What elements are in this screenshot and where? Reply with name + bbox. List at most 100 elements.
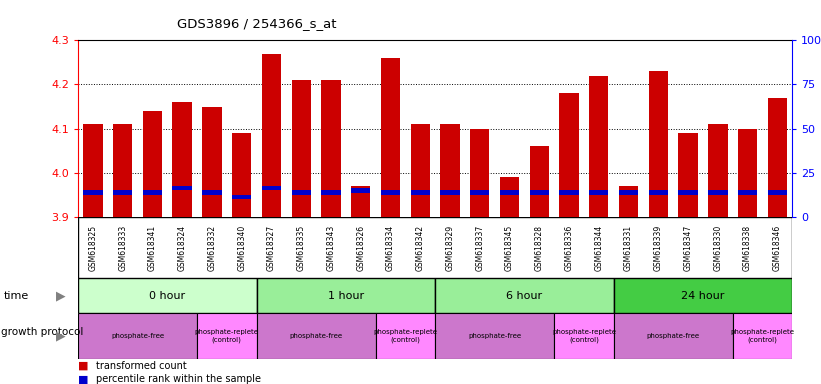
Bar [435, 278, 614, 313]
Bar [351, 188, 370, 193]
Text: phosphate-replete
(control): phosphate-replete (control) [731, 329, 795, 343]
Bar [709, 190, 727, 195]
Text: GSM618330: GSM618330 [713, 225, 722, 271]
Bar [554, 313, 614, 359]
Text: GSM618338: GSM618338 [743, 225, 752, 271]
Text: GSM618337: GSM618337 [475, 225, 484, 271]
Bar [291, 80, 311, 217]
Bar [262, 54, 281, 217]
Bar [410, 190, 430, 195]
Text: 0 hour: 0 hour [149, 291, 186, 301]
Text: GSM618341: GSM618341 [148, 225, 157, 271]
Bar [470, 190, 489, 195]
Text: ■: ■ [78, 361, 89, 371]
Bar [143, 190, 162, 195]
Bar [232, 133, 251, 217]
Text: GSM618331: GSM618331 [624, 225, 633, 271]
Bar [470, 129, 489, 217]
Text: GSM618328: GSM618328 [534, 225, 544, 271]
Text: ▶: ▶ [56, 289, 66, 302]
Bar [768, 98, 787, 217]
Bar [257, 278, 435, 313]
Text: GSM618332: GSM618332 [208, 225, 217, 271]
Bar [738, 190, 757, 195]
Text: phosphate-free: phosphate-free [290, 333, 342, 339]
Bar [202, 106, 222, 217]
Bar [143, 111, 162, 217]
Bar [678, 190, 698, 195]
Bar [83, 124, 103, 217]
Bar [83, 190, 103, 195]
Bar [614, 313, 733, 359]
Bar [291, 190, 311, 195]
Bar [530, 190, 549, 195]
Bar [113, 190, 132, 195]
Bar [440, 124, 460, 217]
Bar [78, 313, 197, 359]
Bar [202, 190, 222, 195]
Text: growth protocol: growth protocol [1, 327, 83, 337]
Bar [262, 186, 281, 190]
Bar [113, 124, 132, 217]
Text: percentile rank within the sample: percentile rank within the sample [96, 374, 261, 384]
Text: transformed count: transformed count [96, 361, 187, 371]
Bar [649, 71, 668, 217]
Bar [559, 190, 579, 195]
Bar [530, 146, 549, 217]
Bar [619, 186, 638, 217]
Bar [500, 177, 519, 217]
Bar [321, 190, 341, 195]
Bar [709, 124, 727, 217]
Text: GSM618333: GSM618333 [118, 225, 127, 271]
Bar [619, 190, 638, 195]
Text: phosphate-replete
(control): phosphate-replete (control) [195, 329, 259, 343]
Bar [172, 186, 192, 190]
Bar [614, 278, 792, 313]
Text: GSM618327: GSM618327 [267, 225, 276, 271]
Bar [232, 195, 251, 199]
Bar [440, 190, 460, 195]
Bar [500, 190, 519, 195]
Bar [381, 190, 400, 195]
Bar [257, 313, 376, 359]
Text: GSM618342: GSM618342 [415, 225, 424, 271]
Bar [678, 133, 698, 217]
Text: GSM618326: GSM618326 [356, 225, 365, 271]
Bar [589, 76, 608, 217]
Text: ▶: ▶ [56, 329, 66, 343]
Text: GSM618343: GSM618343 [327, 225, 336, 271]
Text: phosphate-replete
(control): phosphate-replete (control) [552, 329, 616, 343]
Bar [376, 313, 435, 359]
Bar [738, 129, 757, 217]
Text: phosphate-replete
(control): phosphate-replete (control) [374, 329, 438, 343]
Bar [733, 313, 792, 359]
Text: ■: ■ [78, 374, 89, 384]
Text: time: time [4, 291, 30, 301]
Bar [172, 102, 192, 217]
Text: GDS3896 / 254366_s_at: GDS3896 / 254366_s_at [177, 17, 336, 30]
Bar [768, 190, 787, 195]
Text: GSM618335: GSM618335 [296, 225, 305, 271]
Bar [649, 190, 668, 195]
Text: GSM618339: GSM618339 [654, 225, 663, 271]
Text: GSM618336: GSM618336 [565, 225, 574, 271]
Text: phosphate-free: phosphate-free [111, 333, 164, 339]
Text: phosphate-free: phosphate-free [468, 333, 521, 339]
Bar [435, 313, 554, 359]
Text: GSM618346: GSM618346 [773, 225, 782, 271]
Text: phosphate-free: phosphate-free [647, 333, 699, 339]
Text: 24 hour: 24 hour [681, 291, 725, 301]
Text: GSM618334: GSM618334 [386, 225, 395, 271]
Text: GSM618347: GSM618347 [684, 225, 693, 271]
Bar [589, 190, 608, 195]
Text: GSM618329: GSM618329 [446, 225, 455, 271]
Text: GSM618324: GSM618324 [177, 225, 186, 271]
Text: 1 hour: 1 hour [328, 291, 364, 301]
Bar [410, 124, 430, 217]
Bar [321, 80, 341, 217]
Text: GSM618345: GSM618345 [505, 225, 514, 271]
Bar [197, 313, 256, 359]
Bar [381, 58, 400, 217]
Text: GSM618340: GSM618340 [237, 225, 246, 271]
Text: GSM618325: GSM618325 [89, 225, 98, 271]
